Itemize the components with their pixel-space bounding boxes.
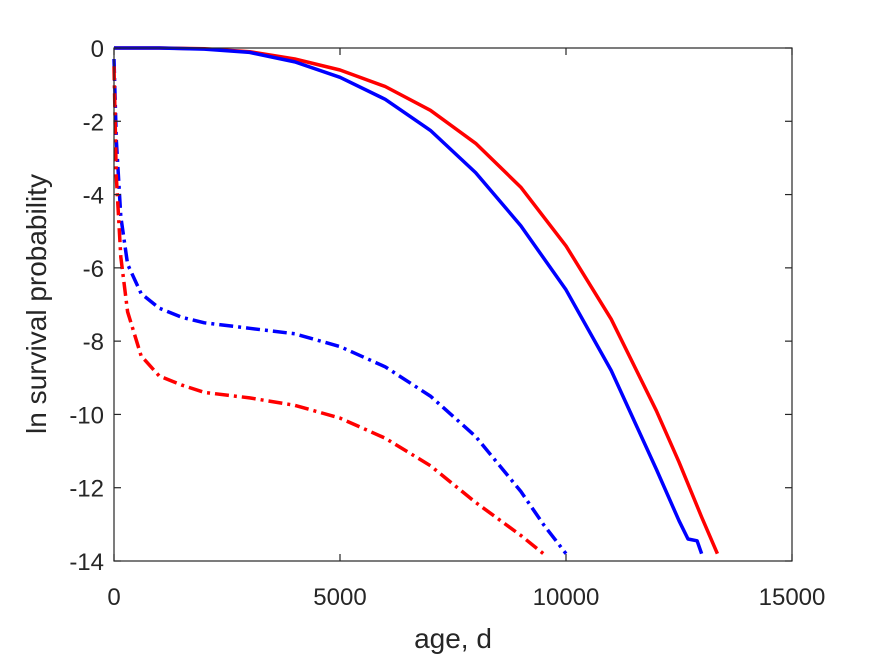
y-tick-label: -10 [69,402,104,429]
x-tick-label: 0 [107,584,120,611]
x-tick-label: 15000 [759,584,826,611]
x-tick-label: 10000 [533,584,600,611]
series-line-3 [112,58,568,555]
y-tick-label: -14 [69,549,104,576]
series-line-2 [114,46,704,555]
plot-frame [113,47,793,562]
y-axis-label: ln survival probability [21,174,52,434]
y-tick-label: -8 [83,329,104,356]
y-tick-label: -2 [83,109,104,136]
y-tick-label: -12 [69,476,104,503]
x-tick-label: 5000 [313,584,366,611]
series-line-4 [112,66,545,556]
series-group [112,46,720,556]
tick-group: 0 5000 10000 15000 0 -2 -4 -6 -8 -10 -12 -14 [69,36,825,611]
y-tick-label: 0 [91,36,104,63]
y-tick-label: -6 [83,256,104,283]
y-tick-label: -4 [83,183,104,210]
x-axis-label: age, d [414,623,492,654]
